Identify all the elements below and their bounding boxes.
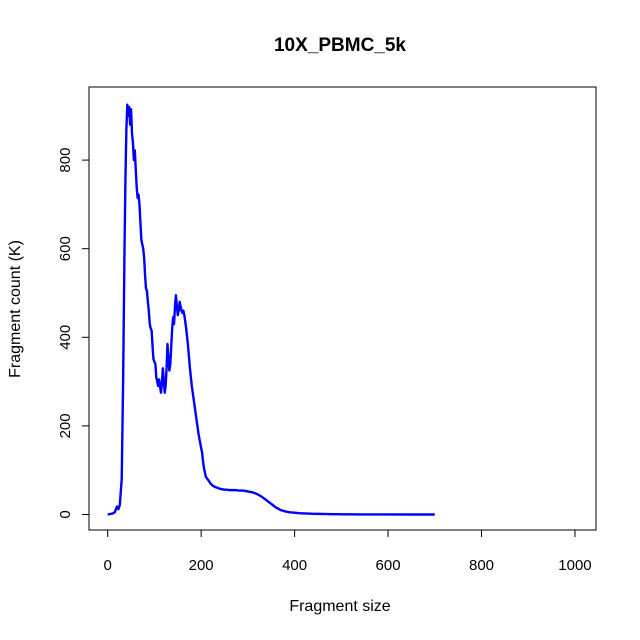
y-tick-label: 0 <box>57 510 74 518</box>
y-tick-label: 600 <box>57 236 74 261</box>
y-axis-label: Fragment count (K) <box>7 240 24 378</box>
x-tick-label: 1000 <box>558 557 591 574</box>
y-tick-label: 800 <box>57 148 74 173</box>
y-axis: 0 200 400 600 800 <box>57 148 90 519</box>
x-tick-label: 200 <box>189 557 214 574</box>
x-axis-label: Fragment size <box>289 598 390 615</box>
plot-frame <box>88 86 597 531</box>
x-tick-label: 400 <box>282 557 307 574</box>
y-tick-label: 400 <box>57 325 74 350</box>
fragment-count-line <box>107 103 435 516</box>
chart-title: 10X_PBMC_5k <box>274 35 406 56</box>
y-tick-label: 200 <box>57 413 74 438</box>
x-axis: 0 200 400 600 800 1000 <box>104 529 592 574</box>
x-tick-label: 0 <box>104 557 112 574</box>
x-tick-label: 800 <box>469 557 494 574</box>
x-tick-label: 600 <box>376 557 401 574</box>
